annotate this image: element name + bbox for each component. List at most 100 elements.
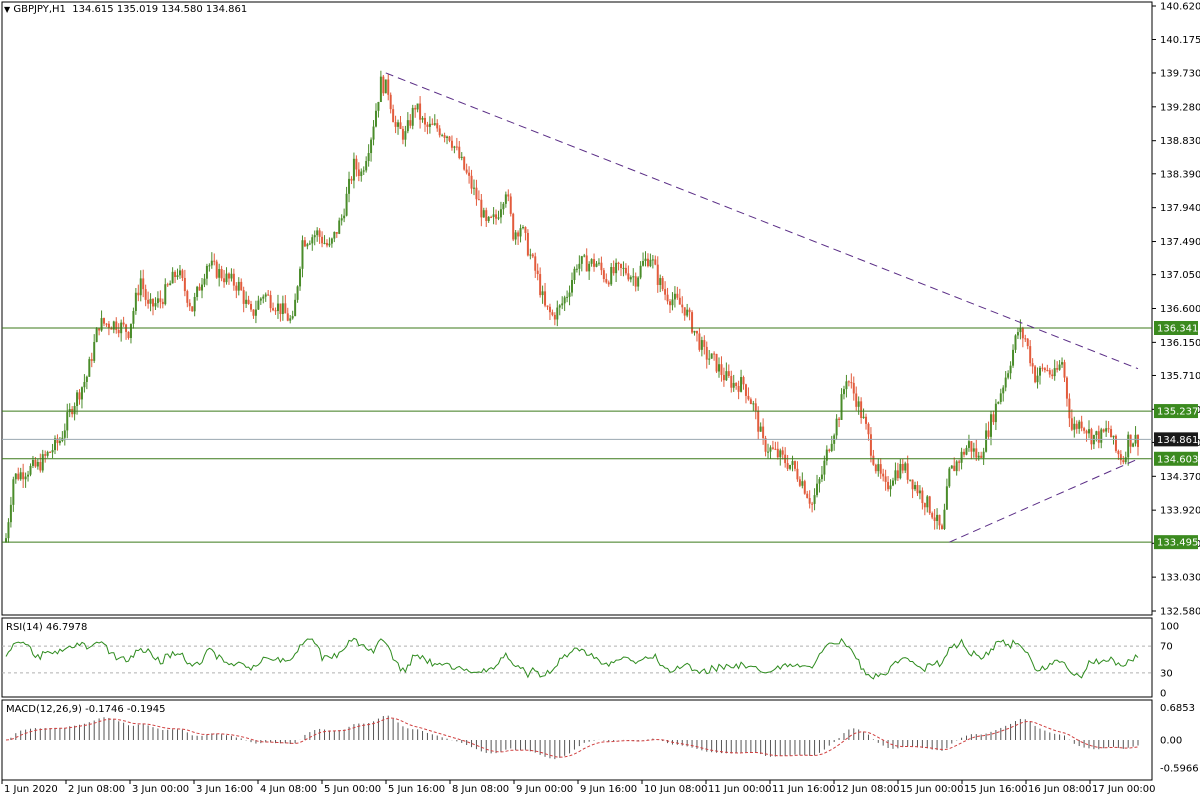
candle-bull [100, 318, 103, 331]
candle-bull [169, 283, 172, 286]
candle-bear [695, 330, 698, 334]
candle-bear [166, 284, 169, 286]
candle-bull [835, 418, 838, 436]
candle-bear [940, 525, 943, 530]
candle-bull [333, 232, 336, 239]
candle-bull [193, 296, 196, 312]
time-tick-label: 17 Jun 00:00 [1092, 784, 1156, 795]
candle-bear [771, 447, 774, 449]
candle-bull [637, 277, 640, 287]
candle-bull [816, 483, 819, 496]
candle-bull [83, 381, 86, 388]
candle-bear [705, 346, 708, 360]
candle-bull [379, 76, 382, 102]
candle-bull [857, 401, 860, 407]
candle-bull [259, 298, 262, 301]
candle-bear [656, 264, 659, 285]
candle-bear [1097, 431, 1100, 443]
price-tick-label: 134.370 [1160, 472, 1200, 483]
rsi-title: RSI(14) 46.7978 [6, 622, 88, 633]
candle-bear [906, 463, 909, 480]
candle-bear [22, 472, 25, 480]
candle-bull [95, 328, 98, 342]
collapse-arrow-icon[interactable]: ▼ [4, 5, 11, 14]
candle-bear [953, 465, 956, 472]
candle-bull [563, 297, 566, 304]
candle-bear [1117, 450, 1120, 455]
candle-bear [1065, 377, 1068, 399]
time-tick-label: 9 Jun 16:00 [580, 784, 637, 795]
time-tick-label: 4 Jun 08:00 [260, 784, 317, 795]
candle-bear [992, 414, 995, 423]
candle-bull [482, 210, 485, 218]
candle-bear [884, 476, 887, 482]
candle-bear [1085, 430, 1088, 434]
candle-bull [411, 107, 414, 126]
candle-bear [181, 270, 184, 278]
candle-bear [727, 371, 730, 376]
candle-bull [374, 110, 377, 127]
candle-bull [330, 238, 333, 244]
time-tick-label: 5 Jun 00:00 [324, 784, 381, 795]
symbol-header: ▼ GBPJPY,H1 134.615 135.019 134.580 134.… [4, 4, 247, 15]
candle-bear [110, 328, 113, 330]
candle-bear [963, 451, 966, 455]
candle-bull [262, 296, 265, 299]
candle-bull [328, 243, 331, 246]
candle-bear [105, 323, 108, 325]
candle-bull [571, 279, 573, 293]
candle-bear [438, 128, 441, 136]
time-tick-label: 3 Jun 16:00 [196, 784, 253, 795]
candle-bear [1075, 423, 1078, 429]
candle-bear [666, 294, 669, 302]
candle-bull [725, 371, 728, 381]
candle-bear [617, 262, 620, 264]
candle-bear [703, 340, 706, 347]
price-tick-label: 132.580 [1160, 607, 1200, 618]
symbol-timeframe: GBPJPY,H1 [13, 4, 66, 15]
candle-bull [1038, 367, 1041, 376]
candle-bull [1009, 365, 1012, 374]
macd-signal-line [5, 717, 1139, 758]
candle-bear [1026, 338, 1029, 347]
candle-bull [967, 441, 970, 448]
candle-bull [994, 403, 997, 423]
candle-bull [813, 495, 816, 504]
candle-bear [423, 117, 426, 125]
candle-bear [443, 135, 446, 138]
candle-bear [722, 374, 725, 381]
candle-bear [318, 230, 321, 237]
candle-bull [972, 448, 975, 452]
candle-bull [1002, 387, 1005, 394]
candle-bull [710, 353, 713, 359]
candle-bear [1056, 368, 1059, 370]
candle-bull [769, 447, 772, 452]
candle-bear [1102, 429, 1105, 432]
candle-bull [323, 242, 326, 244]
candle-bear [1046, 370, 1049, 372]
candle-bear [144, 289, 147, 300]
candle-bull [779, 450, 782, 458]
candle-bull [348, 178, 351, 194]
candle-bear [524, 227, 527, 233]
candle-bull [632, 276, 635, 278]
candle-bull [1087, 429, 1090, 434]
candle-bear [240, 281, 243, 291]
rsi-level-label: 0 [1160, 689, 1166, 700]
candle-bear [691, 312, 694, 333]
candle-bear [152, 298, 155, 307]
candle-bear [811, 503, 814, 505]
candle-bull [789, 464, 792, 469]
candle-bull [492, 214, 495, 217]
candle-bull [502, 203, 505, 210]
candle-bear [896, 470, 899, 479]
candle-bear [526, 232, 529, 256]
time-tick-label: 10 Jun 08:00 [644, 784, 708, 795]
candle-bear [865, 416, 868, 424]
price-tick-label: 140.175 [1160, 35, 1200, 46]
macd-level-label: 0.6853 [1160, 703, 1195, 714]
candle-bear [147, 299, 150, 304]
candle-bull [649, 259, 652, 267]
candle-bull [521, 227, 524, 229]
